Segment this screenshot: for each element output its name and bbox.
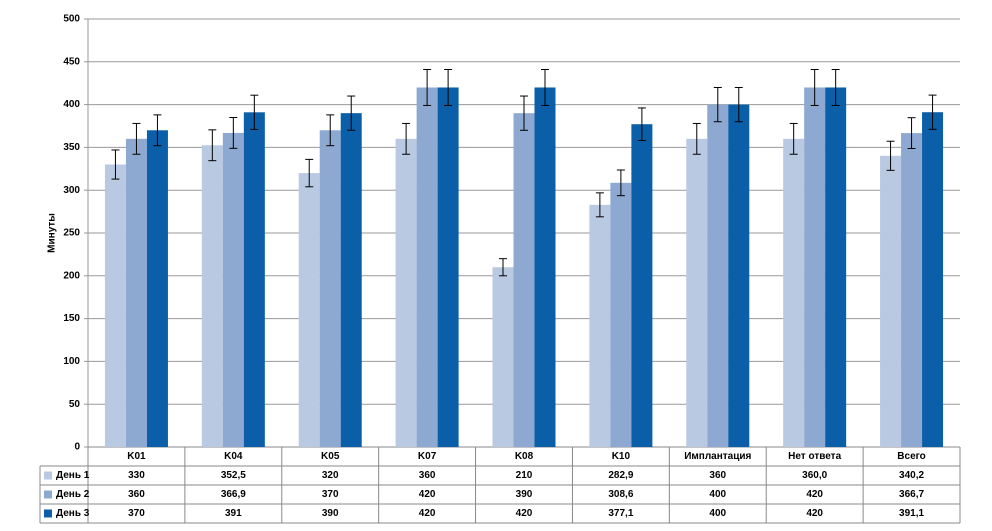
table-value: 420 — [516, 508, 533, 519]
table-value: 360 — [709, 470, 726, 481]
table-value: 390 — [516, 489, 533, 500]
y-tick-label: 450 — [63, 56, 80, 67]
x-tick-label: K01 — [127, 451, 146, 462]
bar — [631, 124, 653, 448]
bar — [340, 113, 362, 447]
bar — [901, 133, 923, 447]
legend-label: День 2 — [56, 489, 90, 500]
table-value: 391 — [225, 508, 242, 519]
x-tick-label: K07 — [418, 451, 437, 462]
table-value: 400 — [709, 508, 726, 519]
bar — [728, 104, 750, 447]
bar — [610, 182, 632, 448]
bar — [783, 138, 805, 447]
legend-label: День 3 — [56, 508, 90, 519]
table-value: 340,2 — [899, 470, 924, 481]
table-value: 360,0 — [802, 470, 827, 481]
table-value: 352,5 — [221, 470, 246, 481]
x-tick-label: Нет ответа — [788, 451, 841, 462]
table-value: 308,6 — [608, 489, 633, 500]
table-value: 370 — [128, 508, 145, 519]
table-value: 370 — [322, 489, 339, 500]
y-tick-label: 350 — [63, 142, 80, 153]
bar — [880, 155, 902, 447]
y-tick-label: 250 — [63, 228, 80, 239]
x-tick-label: K04 — [224, 451, 243, 462]
legend-swatch — [44, 471, 52, 480]
x-tick-label: Имплантация — [684, 451, 751, 462]
table-value: 400 — [709, 489, 726, 500]
y-tick-label: 100 — [63, 356, 80, 367]
bar — [243, 112, 265, 447]
y-tick-label: 500 — [63, 14, 80, 25]
table-value: 420 — [806, 489, 823, 500]
bar — [686, 138, 708, 447]
bar — [492, 267, 514, 447]
table-value: 330 — [128, 470, 145, 481]
table-value: 366,9 — [221, 489, 246, 500]
table-value: 366,7 — [899, 489, 924, 500]
bar — [201, 145, 223, 447]
table-value: 390 — [322, 508, 339, 519]
bar — [319, 130, 341, 447]
bar — [104, 164, 126, 447]
bar — [125, 138, 147, 447]
bar — [922, 112, 944, 448]
table-value: 360 — [128, 489, 145, 500]
y-tick-label: 300 — [63, 185, 80, 196]
bar — [707, 104, 729, 447]
bar — [298, 173, 320, 447]
bar — [513, 113, 535, 447]
bar — [146, 130, 168, 447]
table-value: 391,1 — [899, 508, 924, 519]
table-value: 420 — [419, 489, 436, 500]
x-tick-label: K05 — [321, 451, 340, 462]
table-value: 360 — [419, 470, 436, 481]
x-tick-label: K10 — [612, 451, 631, 462]
bar — [534, 87, 556, 447]
table-value: 420 — [419, 508, 436, 519]
bar — [589, 204, 611, 447]
y-tick-label: 200 — [63, 270, 80, 281]
y-tick-label: 150 — [63, 313, 80, 324]
y-axis-title: Минуты — [47, 213, 58, 253]
x-tick-label: Всего — [897, 451, 926, 462]
legend-label: День 1 — [56, 470, 90, 481]
table-value: 282,9 — [608, 470, 633, 481]
legend-swatch — [44, 490, 52, 499]
bar — [416, 87, 438, 447]
bar — [804, 87, 826, 447]
table-value: 210 — [516, 470, 533, 481]
x-tick-label: K08 — [515, 451, 534, 462]
table-value: 377,1 — [608, 508, 633, 519]
bar — [825, 87, 847, 447]
bar — [222, 132, 244, 447]
bar — [395, 138, 417, 447]
bar — [437, 87, 459, 447]
y-tick-label: 50 — [69, 399, 81, 410]
y-tick-label: 0 — [74, 442, 80, 453]
table-value: 320 — [322, 470, 339, 481]
legend-swatch — [44, 509, 52, 518]
y-tick-label: 400 — [63, 99, 80, 110]
table-value: 420 — [806, 508, 823, 519]
